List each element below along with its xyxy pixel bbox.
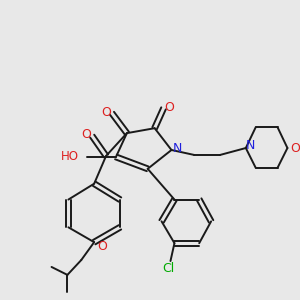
Text: Cl: Cl xyxy=(162,262,175,275)
Text: N: N xyxy=(173,142,182,154)
Text: O: O xyxy=(101,106,111,119)
Text: O: O xyxy=(290,142,300,154)
Text: O: O xyxy=(81,128,91,141)
Text: HO: HO xyxy=(61,150,79,164)
Text: O: O xyxy=(97,240,107,253)
Text: O: O xyxy=(165,101,174,114)
Text: N: N xyxy=(246,139,256,152)
